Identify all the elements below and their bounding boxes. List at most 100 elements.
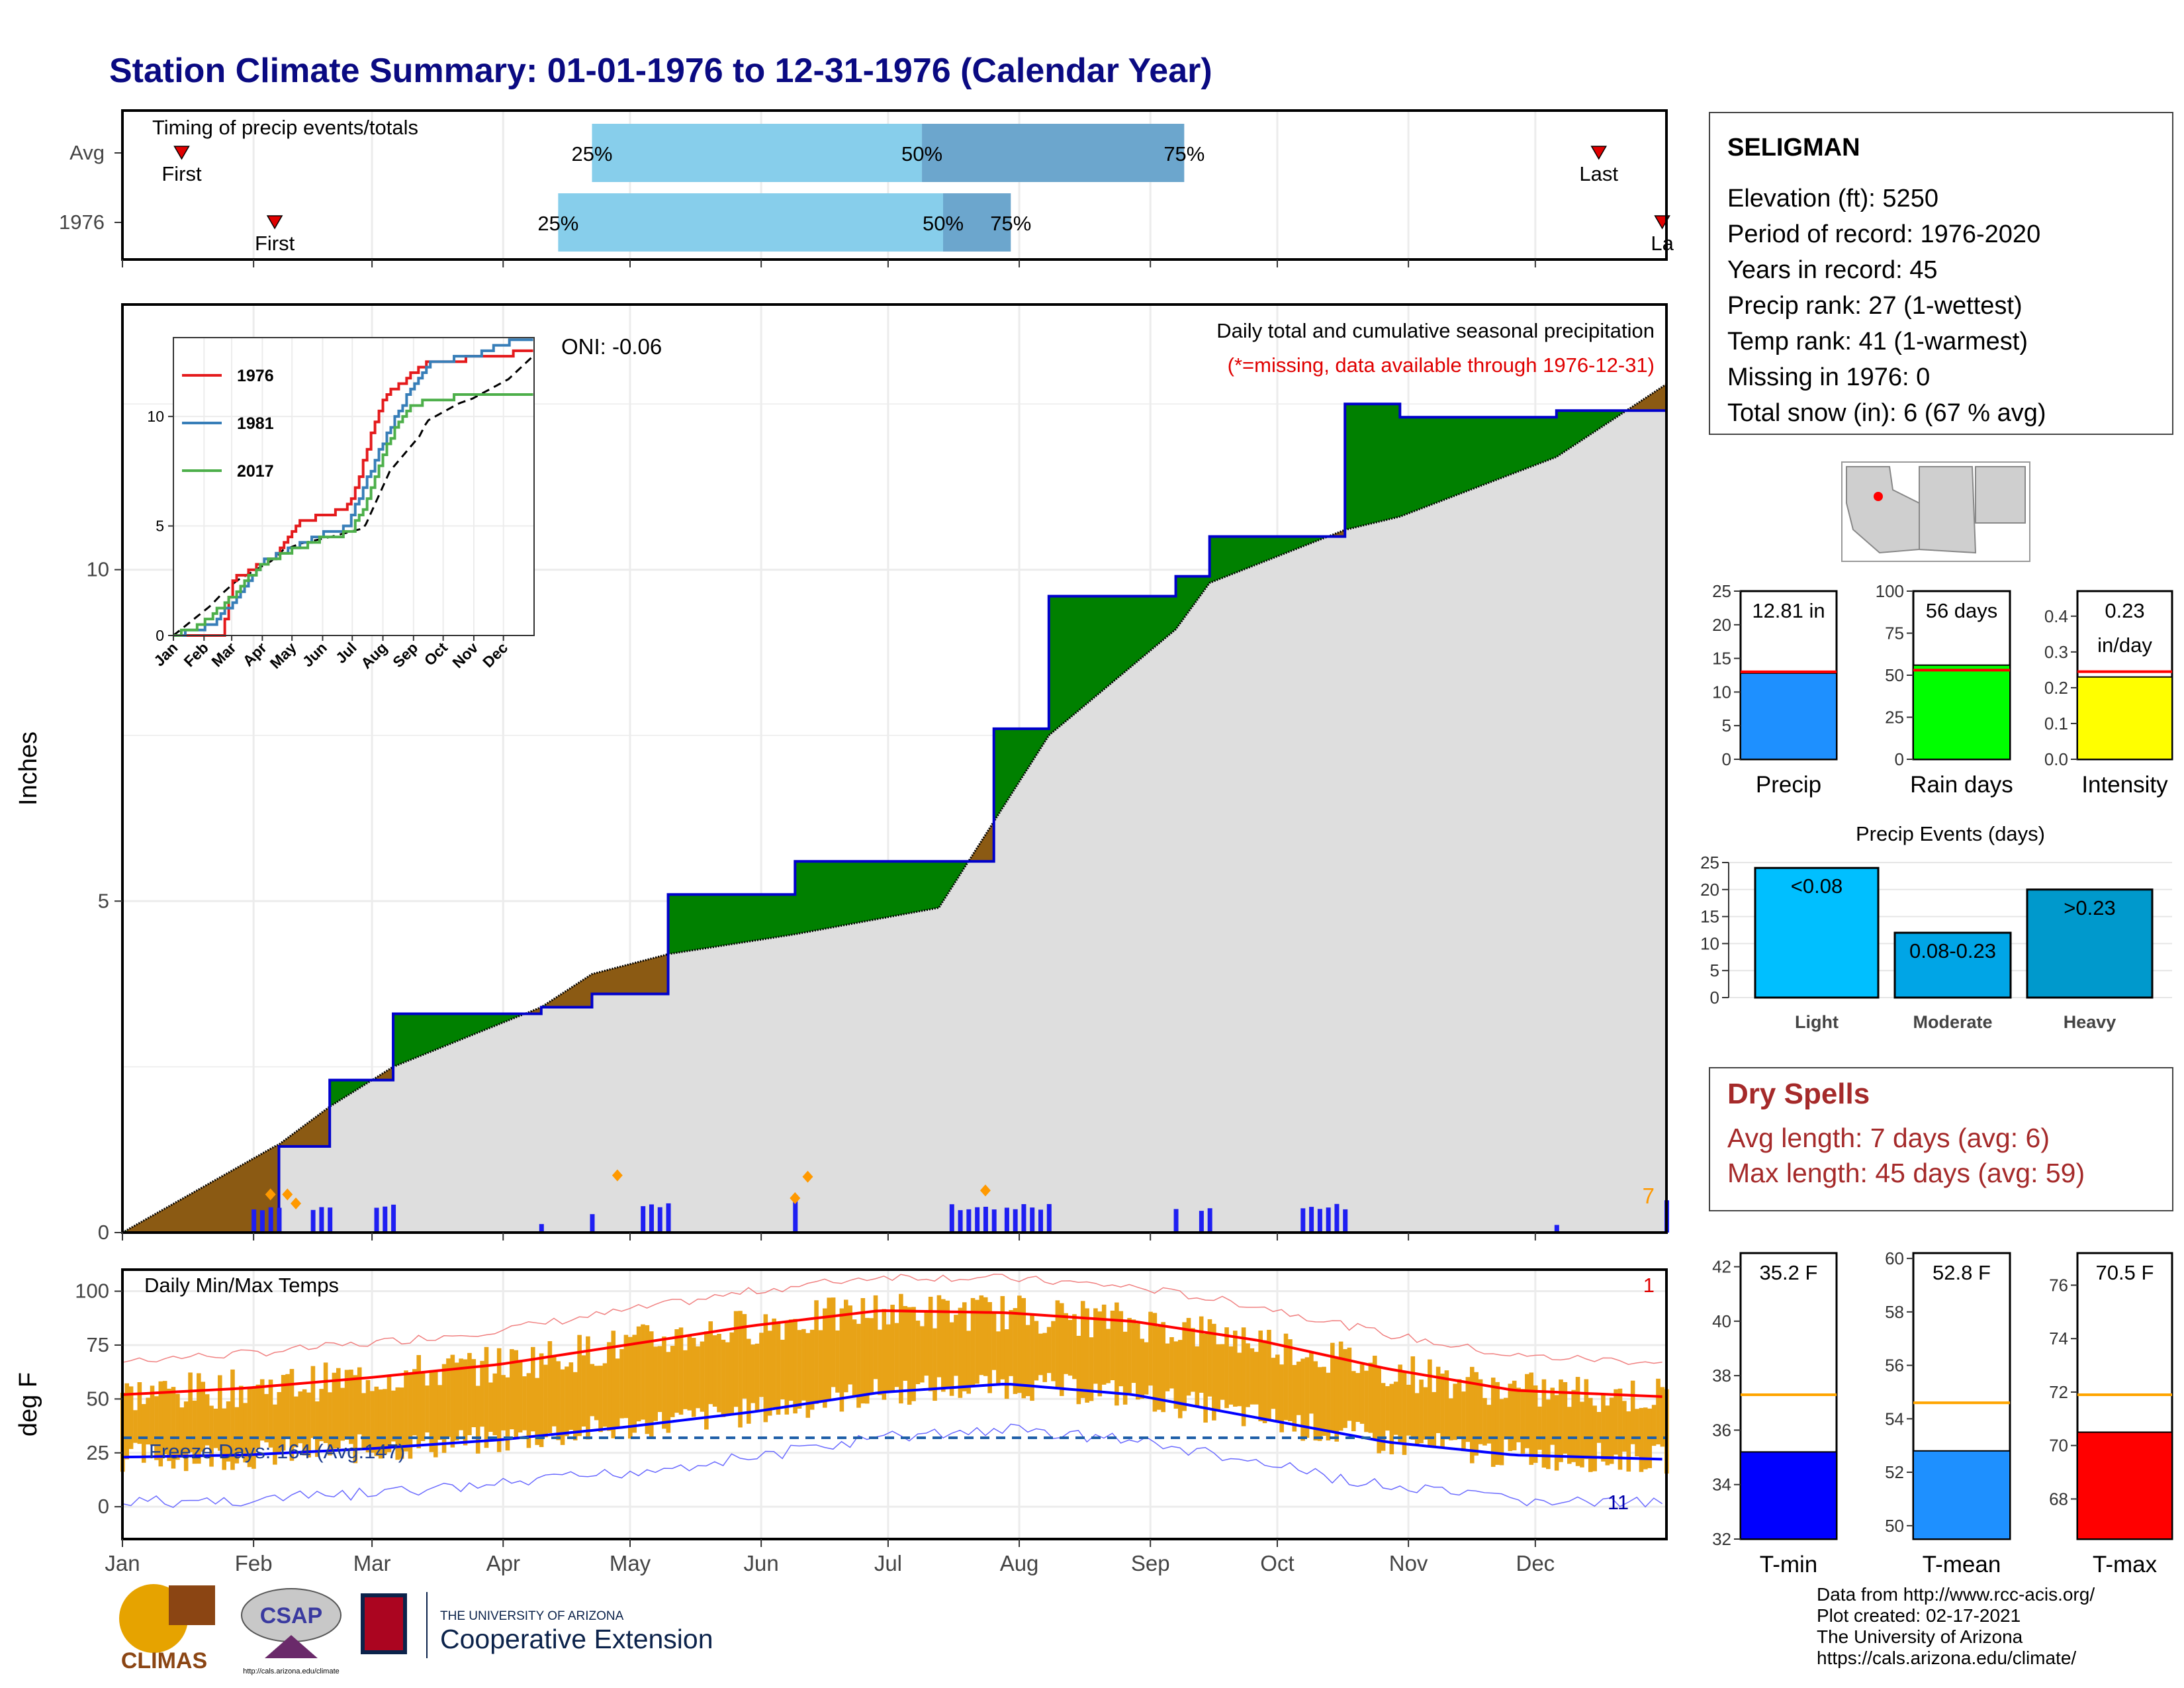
- daily-temp-bar: [594, 1366, 599, 1421]
- daily-temp-bar: [179, 1407, 185, 1456]
- daily-temp-bar: [933, 1328, 937, 1401]
- daily-temp-bar: [911, 1307, 916, 1401]
- right-column: SELIGMAN Elevation (ft): 5250 Period of re…: [1700, 112, 2173, 1577]
- daily-temp-bar: [1030, 1314, 1034, 1401]
- daily-temp-bar: [522, 1376, 527, 1430]
- temp-mini-value-label: 52.8 F: [1933, 1261, 1991, 1284]
- daily-temp-bar: [1495, 1382, 1500, 1465]
- daily-temp-bar: [784, 1321, 790, 1415]
- daily-temp-bar: [949, 1322, 954, 1396]
- daily-temp-bar: [319, 1389, 324, 1442]
- daily-temp-bar: [1546, 1399, 1551, 1470]
- daily-temp-bar: [1575, 1377, 1580, 1466]
- events-y-tick-label: 0: [1710, 988, 1719, 1008]
- daily-temp-bar: [162, 1381, 167, 1454]
- station-location-dot: [1874, 492, 1883, 501]
- daily-temp-bar: [488, 1382, 493, 1432]
- daily-temp-bar: [1326, 1372, 1331, 1441]
- daily-temp-bar: [175, 1393, 180, 1460]
- temp-mini-y-tick-label: 70: [2049, 1436, 2068, 1456]
- daily-temp-bar: [1432, 1391, 1437, 1448]
- daily-temp-bar: [399, 1387, 404, 1459]
- daily-temp-bar: [1212, 1323, 1216, 1421]
- daily-temp-bar: [1385, 1386, 1390, 1431]
- daily-temp-bar: [255, 1384, 261, 1448]
- daily-temp-bar: [306, 1392, 311, 1458]
- daily-temp-bar: [539, 1353, 544, 1448]
- daily-temp-bar: [285, 1374, 290, 1439]
- daily-temp-bar: [979, 1295, 984, 1376]
- event-bar-heavy: [2026, 888, 2154, 999]
- station-info-box: [1709, 112, 2173, 435]
- daily-temp-bar: [890, 1305, 895, 1391]
- daily-temp-bar: [1017, 1295, 1022, 1393]
- daily-temp-bar: [1554, 1395, 1559, 1471]
- daily-temp-bar: [201, 1382, 206, 1452]
- mini-chart-label: Precip: [1756, 772, 1821, 798]
- daily-temp-bar: [535, 1378, 539, 1445]
- daily-temp-bar: [1051, 1321, 1056, 1382]
- daily-temp-bar: [886, 1324, 891, 1393]
- daily-temp-bar: [268, 1380, 273, 1448]
- daily-temp-bar: [788, 1319, 794, 1401]
- temp-frame: [121, 1268, 1668, 1540]
- daily-temp-bar: [632, 1335, 637, 1433]
- timing-row-label: Avg: [69, 141, 105, 164]
- daily-precip-bar: [1046, 1203, 1052, 1233]
- station-info-line: Total snow (in): 6 (67 % avg): [1727, 399, 2046, 427]
- ua-name: THE UNIVERSITY OF ARIZONA: [440, 1609, 624, 1623]
- daily-temp-bar: [1072, 1314, 1077, 1380]
- daily-temp-bar: [1076, 1335, 1081, 1405]
- daily-temp-bar: [205, 1394, 210, 1446]
- footer-credit-line: Plot created: 02-17-2021: [1817, 1605, 2021, 1626]
- station-info-line: Precip rank: 27 (1-wettest): [1727, 292, 2023, 320]
- daily-temp-bar: [1304, 1357, 1310, 1438]
- daily-temp-bar: [1127, 1317, 1132, 1393]
- timing-q75-label: 75%: [990, 212, 1031, 235]
- daily-temp-bar: [526, 1373, 531, 1448]
- daily-temp-bar: [133, 1410, 138, 1443]
- daily-temp-bar: [738, 1311, 743, 1428]
- csap-logo-text: CSAP: [260, 1603, 322, 1628]
- daily-temp-bar: [1512, 1380, 1517, 1450]
- daily-temp-bar: [238, 1385, 244, 1452]
- daily-temp-bar: [565, 1366, 569, 1436]
- daily-precip-bar: [590, 1214, 595, 1233]
- footer: Data from http://www.rcc-acis.org/Plot c…: [119, 1584, 2095, 1675]
- daily-precip-bar: [657, 1207, 662, 1233]
- daily-temp-bar: [996, 1331, 1001, 1386]
- daily-temp-bar: [243, 1403, 248, 1463]
- daily-temp-bar: [374, 1386, 379, 1456]
- daily-temp-bar: [733, 1311, 739, 1407]
- daily-temp-bar: [623, 1335, 629, 1419]
- daily-temp-bar: [1630, 1380, 1635, 1444]
- event-category-label: Light: [1795, 1012, 1839, 1032]
- daily-temp-bar: [780, 1339, 785, 1399]
- temp-mini-y-tick-label: 56: [1885, 1356, 1904, 1376]
- dry-spells-box: [1709, 1067, 2173, 1211]
- daily-temp-bar: [1419, 1380, 1424, 1444]
- daily-precip-bar: [1207, 1208, 1212, 1233]
- daily-temp-bar: [1195, 1346, 1200, 1407]
- daily-temp-bar: [1275, 1354, 1280, 1423]
- daily-temp-bar: [1009, 1310, 1013, 1376]
- station-info-line: Years in record: 45: [1727, 256, 1938, 284]
- mini-y-tick-label: 25: [1712, 581, 1731, 601]
- daily-temp-bar: [1300, 1358, 1305, 1441]
- daily-temp-bar: [387, 1376, 392, 1452]
- daily-temp-bar: [928, 1296, 933, 1391]
- mini-y-tick-label: 50: [1885, 665, 1904, 685]
- station-info-line: Temp rank: 41 (1-warmest): [1727, 328, 2028, 355]
- daily-temp-bar: [1406, 1384, 1411, 1436]
- event-range-label: 0.08-0.23: [1909, 939, 1996, 962]
- daily-temp-bar: [1355, 1373, 1360, 1423]
- daily-temp-bar: [975, 1299, 979, 1384]
- daily-temp-bar: [991, 1312, 997, 1370]
- daily-temp-bar: [1398, 1364, 1402, 1444]
- daily-temp-bar: [945, 1300, 950, 1389]
- temp-mini-y-tick-label: 50: [1885, 1516, 1904, 1536]
- daily-temp-bar: [1136, 1323, 1140, 1400]
- snow-marker: [979, 1184, 991, 1197]
- events-title: Precip Events (days): [1856, 822, 2045, 845]
- daily-temp-bar: [670, 1346, 675, 1417]
